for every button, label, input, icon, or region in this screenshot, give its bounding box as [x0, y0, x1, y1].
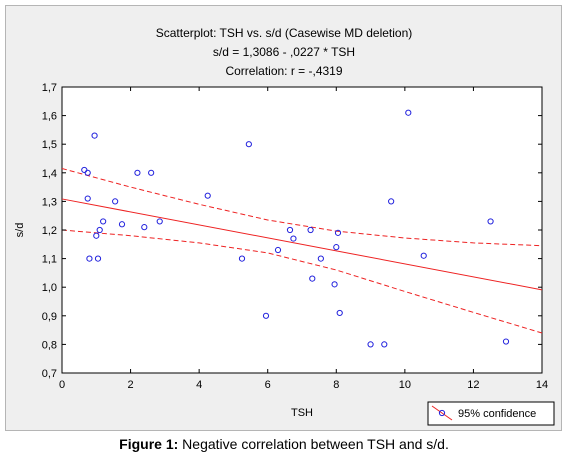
- data-point: [333, 244, 340, 251]
- data-point: [204, 192, 211, 199]
- data-point: [274, 246, 282, 254]
- x-tick-label: 2: [128, 379, 134, 391]
- y-axis-label: s/d: [14, 223, 26, 238]
- data-point: [381, 341, 388, 348]
- data-point: [317, 255, 324, 262]
- x-tick-label: 12: [467, 379, 479, 391]
- y-tick-label: 0,8: [42, 339, 57, 351]
- x-axis-label: TSH: [291, 407, 313, 419]
- x-tick-label: 10: [399, 379, 411, 391]
- data-points: [81, 109, 510, 348]
- data-point: [388, 198, 395, 205]
- data-point: [487, 218, 494, 225]
- data-point: [420, 252, 427, 259]
- data-point: [334, 229, 342, 236]
- chart-title: Scatterplot: TSH vs. s/d (Casewise MD de…: [155, 26, 413, 40]
- y-tick-label: 1,7: [42, 82, 57, 94]
- legend-box: [427, 401, 555, 426]
- data-point: [156, 218, 163, 225]
- x-tick-label: 0: [59, 379, 65, 391]
- legend: 95% confidence: [427, 401, 555, 426]
- y-tick-label: 0,9: [42, 311, 57, 323]
- data-point: [86, 255, 93, 262]
- y-tick-label: 1,4: [42, 168, 57, 180]
- data-point: [141, 224, 148, 231]
- x-axis: 0 2 4 6 8 10 12 14: [59, 87, 548, 391]
- data-point: [94, 255, 102, 262]
- data-point: [502, 338, 510, 345]
- chart-subtitle-correlation: Correlation: r = -,4319: [225, 64, 343, 78]
- x-tick-label: 4: [196, 379, 202, 391]
- data-point: [309, 275, 316, 282]
- y-tick-label: 1,6: [42, 111, 57, 123]
- data-point: [112, 198, 119, 205]
- data-point: [91, 132, 98, 139]
- figure-caption: Figure 1: Negative correlation between T…: [0, 436, 568, 452]
- data-point: [93, 232, 100, 239]
- data-point: [118, 221, 126, 228]
- data-point: [307, 226, 314, 234]
- regression-line: [61, 198, 543, 291]
- data-point: [367, 341, 374, 348]
- x-tick-label: 6: [265, 379, 271, 391]
- data-point: [100, 218, 107, 225]
- data-point: [336, 309, 343, 317]
- data-point: [245, 141, 252, 148]
- confidence-curve-lower: [61, 229, 543, 334]
- figure-caption-label: Figure 1:: [119, 436, 179, 452]
- y-tick-label: 1,2: [42, 225, 57, 237]
- data-point: [148, 169, 155, 176]
- chart-subtitle-equation: s/d = 1,3086 - ,0227 * TSH: [212, 45, 356, 59]
- data-point: [238, 255, 246, 262]
- x-tick-label: 8: [333, 379, 339, 391]
- data-point: [96, 226, 103, 234]
- y-tick-label: 1,3: [42, 196, 57, 208]
- confidence-band: [61, 168, 543, 334]
- confidence-curve-upper: [61, 168, 543, 247]
- plot-area: [61, 86, 543, 374]
- data-point: [84, 169, 91, 176]
- data-point: [290, 235, 297, 242]
- data-point: [405, 109, 412, 116]
- y-tick-label: 1,1: [42, 254, 57, 266]
- y-tick-label: 1,0: [42, 282, 57, 294]
- legend-marker-swatch: [438, 409, 446, 417]
- legend-line-swatch: [431, 405, 453, 421]
- legend-label: 95% confidence: [458, 408, 536, 420]
- y-tick-label: 1,5: [42, 139, 57, 151]
- y-axis: 0,7 0,8 0,9 1,0 1,1 1,2 1,3 1,4 1,5 1,6 1,7: [42, 82, 542, 380]
- data-point: [331, 281, 338, 288]
- x-tick-label: 14: [536, 379, 548, 391]
- y-tick-label: 0,7: [42, 368, 57, 380]
- data-point: [262, 312, 270, 319]
- data-point: [84, 195, 91, 202]
- figure-caption-text: Negative correlation between TSH and s/d…: [178, 436, 449, 452]
- data-point: [134, 169, 141, 176]
- data-point: [286, 226, 294, 234]
